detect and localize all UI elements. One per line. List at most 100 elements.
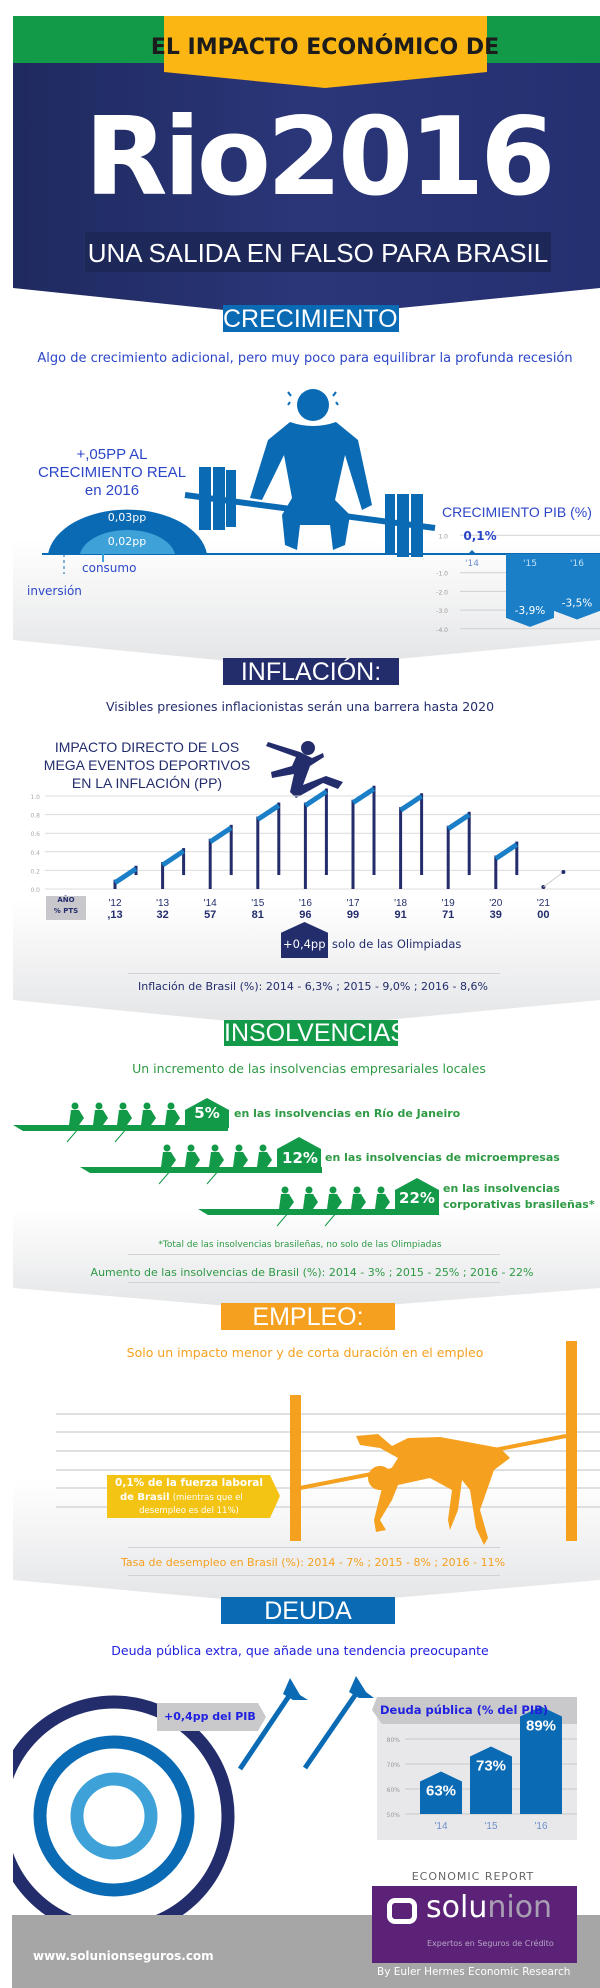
inflation-title-3: EN LA INFLACIÓN (PP) [71, 775, 223, 791]
gdp-tick-label: -4.0 [436, 627, 448, 634]
hurdle-bar [208, 825, 233, 844]
footnote: *Total de las insolvencias brasileñas, n… [158, 1240, 442, 1250]
hurdle-bar [161, 848, 185, 868]
consumo-value: 0,02pp [107, 535, 147, 548]
rower-icon [69, 1110, 84, 1125]
yellow-banner [164, 16, 487, 88]
gdp-bar [553, 554, 600, 620]
brand-b: nion [487, 1890, 553, 1925]
oar-icon [276, 1211, 290, 1227]
dart-feather-icon [349, 1676, 374, 1698]
rower-head-icon [353, 1186, 361, 1194]
inflation-value-label: 99 [347, 909, 359, 921]
inflation-value-label: 71 [442, 909, 454, 921]
insolvency-badge [185, 1098, 229, 1128]
inflation-value-label: 81 [252, 909, 264, 921]
insolvency-badge [395, 1178, 439, 1212]
rower-icon [303, 1194, 318, 1209]
solunion-s-icon [387, 1898, 417, 1924]
inflation-brasil: Inflación de Brasil (%): 2014 - 6,3% ; 2… [138, 980, 488, 993]
gdp-category-label: '15 [523, 559, 537, 569]
rower-icon [165, 1110, 180, 1125]
insolvency-text: en las insolvencias en Río de Janeiro [234, 1107, 461, 1120]
weightlifter-icon [184, 389, 436, 557]
rower-head-icon [187, 1144, 195, 1152]
debt-category-label: '16 [534, 1821, 547, 1832]
insolvency-text-2: corporativas brasileñas* [443, 1198, 595, 1211]
section-subtitle: Un incremento de las insolvencias empres… [132, 1061, 486, 1076]
inflation-title-1: IMPACTO DIRECTO DE LOS [54, 739, 240, 755]
hurdle-bar [494, 842, 519, 861]
inflation-value-label: 91 [394, 909, 406, 921]
high-jumper-icon [356, 1434, 510, 1545]
hurdle-bar [304, 789, 328, 808]
inflation-year-label: '12 [108, 898, 121, 909]
debt-tick-label: 60% [387, 1787, 401, 1794]
debt-tick-label: 70% [387, 1762, 401, 1769]
rower-head-icon [259, 1144, 267, 1152]
label-bg-deuda [221, 1597, 395, 1624]
divider [128, 1254, 500, 1255]
hurdle-bar [399, 794, 423, 813]
hurdler-icon [266, 741, 343, 798]
oar-icon [158, 1169, 172, 1185]
inflation-tick-label: 0.6 [30, 831, 40, 838]
debt-value-label: 73% [476, 1758, 506, 1775]
inflation-year-label: '13 [156, 898, 169, 909]
gdp-tick-label: -2.0 [436, 589, 448, 596]
section-subtitle: Solo un impacto menor y de corta duració… [126, 1345, 484, 1360]
section-label-inflacion: INFLACIÓN: [240, 658, 382, 686]
rower-head-icon [143, 1102, 151, 1110]
target-icon [0, 1695, 235, 1937]
divider [128, 1575, 500, 1576]
dart-icon [237, 1686, 363, 1771]
year-row-label: AÑO [57, 896, 75, 904]
website-link[interactable]: www.solunionseguros.com [33, 1949, 214, 1963]
contribution-line2: CRECIMIENTO REAL [37, 464, 187, 481]
header-subtitle: UNA SALIDA EN FALSO PARA BRASIL [87, 238, 549, 268]
inversion-label: inversión [27, 584, 82, 598]
debt-bar [470, 1746, 512, 1814]
insolvency-text: en las insolvencias de microempresas [325, 1151, 560, 1164]
rower-head-icon [119, 1102, 127, 1110]
label-bg-insolvencias [224, 1020, 398, 1046]
debt-badge: +0,4pp del PIB [164, 1710, 256, 1723]
callout-line3: desempleo es del 11%) [139, 1506, 239, 1516]
rower-head-icon [163, 1144, 171, 1152]
inflation-year-label: '15 [251, 898, 264, 909]
gdp-tick-label: -3.0 [436, 608, 448, 615]
gdp-category-label: '16 [570, 559, 584, 569]
brand-a: solu [426, 1890, 488, 1925]
debt-bar [420, 1771, 462, 1814]
divider [128, 973, 500, 974]
contribution-line3: en 2016 [84, 482, 140, 499]
row-label-box [46, 896, 86, 920]
top-label: EL IMPACTO ECONÓMICO DE [150, 35, 500, 60]
debt-tick-label: 50% [387, 1812, 401, 1819]
consumo-label: consumo [82, 561, 137, 575]
rower-icon [141, 1110, 156, 1125]
inflation-year-label: '20 [489, 898, 502, 909]
section-bg-insolvencias [13, 1210, 600, 1312]
debt-value-label: 89% [526, 1718, 556, 1735]
rower-head-icon [305, 1186, 313, 1194]
hurdle-bar [446, 812, 471, 831]
oar-icon [324, 1211, 338, 1227]
inflation-tick-label: 1.0 [30, 794, 40, 801]
inflation-value-label: 57 [204, 909, 216, 921]
rower-icon [209, 1152, 224, 1167]
olympics-badge: +0,4pp [283, 937, 326, 951]
inversion-value: 0,03pp [107, 511, 147, 524]
gdp-chart-title: CRECIMIENTO PIB (%) [442, 504, 592, 520]
rio2016-logo: Rio2016 [84, 95, 556, 220]
section-subtitle: Algo de crecimiento adicional, pero muy … [37, 351, 573, 366]
rower-icon [185, 1152, 200, 1167]
inflation-year-label: '21 [537, 898, 550, 909]
callout-bg [107, 1475, 280, 1518]
inflation-year-label: '18 [394, 898, 407, 909]
rower-head-icon [167, 1102, 175, 1110]
label-bg-inflacion [223, 658, 399, 685]
contribution-line1: +,05PP AL [76, 446, 148, 463]
